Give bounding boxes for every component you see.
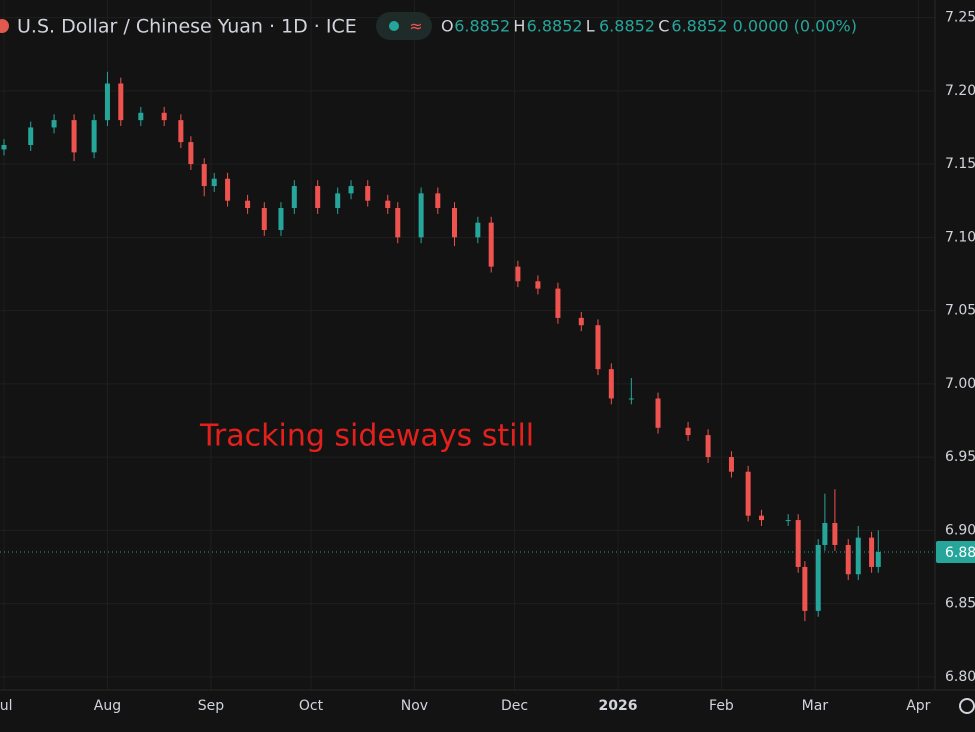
candle-body	[451, 208, 457, 238]
candle-body	[178, 120, 184, 143]
axes: 6.80 6.85 6.90 6.95 7.00 7.05 7.10 7.15 7.20 7.25…	[0, 10, 975, 714]
y-tick-label: 7.15	[945, 156, 975, 172]
candle-body	[795, 520, 801, 567]
annotation: Tracking sideways still	[199, 419, 534, 454]
y-tick-label: 7.05	[945, 303, 975, 319]
settings-gear[interactable]	[959, 698, 975, 714]
legend-value: 6.8852	[599, 17, 655, 36]
candle-body	[555, 288, 561, 318]
y-tick-label: 6.90	[945, 522, 975, 538]
candle-body	[278, 208, 284, 230]
candle-body	[685, 427, 691, 436]
candle-body	[578, 317, 584, 326]
x-tick-label: Jul	[0, 698, 12, 714]
y-tick-label: 6.95	[945, 449, 975, 465]
candle-body	[395, 208, 401, 238]
x-tick-label: Nov	[401, 698, 428, 714]
status-pill[interactable]	[376, 12, 432, 40]
candle-body	[815, 544, 821, 611]
candle-body	[335, 193, 341, 209]
candle-body	[91, 120, 97, 153]
candle-body	[225, 178, 231, 201]
candle-body	[1, 145, 7, 150]
candle-body	[28, 127, 34, 146]
y-tick-label: 6.85	[945, 596, 975, 612]
candle-body	[261, 208, 267, 230]
last-price-box	[936, 541, 975, 563]
candle-body	[418, 193, 424, 238]
candle-body	[515, 266, 521, 282]
chart-title: U.S. Dollar / Chinese Yuan · 1D · ICE	[17, 16, 357, 38]
x-tick-label: Sep	[198, 698, 225, 714]
candle-body	[488, 222, 494, 267]
candle-body	[802, 566, 808, 611]
candle-body	[118, 83, 124, 121]
y-tick-label: 7.25	[945, 10, 975, 26]
candle-body	[385, 200, 391, 209]
market-status-dot	[389, 21, 399, 31]
candle-body	[211, 178, 217, 187]
candle-body	[245, 200, 251, 209]
candle-body	[869, 537, 875, 567]
data-delay-icon: ≈	[409, 17, 422, 36]
legend-change: 0.0000 (0.00%)	[733, 17, 857, 36]
candle-body	[832, 522, 838, 545]
candle-body	[348, 186, 354, 194]
legend-key: O	[441, 17, 454, 36]
candle-body	[628, 398, 634, 400]
candle-body	[785, 520, 791, 522]
candle-body	[655, 398, 661, 428]
candle-body	[705, 435, 711, 458]
candle-body	[822, 522, 828, 545]
x-tick-label: 2026	[599, 698, 638, 714]
y-tick-label: 7.20	[945, 83, 975, 99]
x-tick-label: Apr	[906, 698, 930, 714]
x-tick-label: Feb	[709, 698, 734, 714]
legend-key: L	[586, 17, 595, 36]
x-tick-label: Oct	[299, 698, 324, 714]
x-tick-label: Aug	[94, 698, 121, 714]
candles	[1, 71, 881, 622]
candle-body	[745, 471, 751, 516]
x-tick-label: Dec	[501, 698, 528, 714]
y-tick-label: 6.80	[945, 669, 975, 685]
settings-icon[interactable]	[959, 698, 975, 714]
candle-body	[845, 544, 851, 575]
candle-body	[595, 325, 601, 370]
candle-body	[201, 164, 207, 187]
candle-body	[365, 186, 371, 201]
legend-value: 6.8852	[527, 17, 583, 36]
symbol-icon	[0, 19, 9, 33]
candle-body	[608, 369, 614, 399]
candle-body	[475, 222, 481, 238]
candle-body	[875, 552, 881, 567]
y-tick-label: 7.00	[945, 376, 975, 392]
candle-body	[51, 120, 57, 128]
candle-body	[315, 186, 321, 209]
legend-value: 6.8852	[454, 17, 510, 36]
candle-body	[291, 186, 297, 209]
candle-body	[71, 120, 77, 153]
x-tick-label: Mar	[802, 698, 829, 714]
y-tick-label: 7.10	[945, 229, 975, 245]
candle-body	[188, 142, 194, 165]
candle-body	[161, 112, 167, 121]
candle-body	[535, 281, 541, 289]
candle-body	[728, 457, 734, 472]
legend-value: 6.8852	[671, 17, 727, 36]
legend-key: C	[658, 17, 669, 36]
legend-key: H	[513, 17, 525, 36]
ohlc-legend: O 6.8852 H 6.8852 L 6.8852 C 6.8852 0.0000 (0.00…	[441, 17, 857, 36]
candle-body	[855, 537, 861, 575]
last-price-label: 6.8852	[945, 545, 975, 561]
candle-body	[138, 112, 144, 121]
candle-body	[104, 83, 110, 121]
candle-body	[758, 515, 764, 521]
candle-body	[435, 193, 441, 209]
